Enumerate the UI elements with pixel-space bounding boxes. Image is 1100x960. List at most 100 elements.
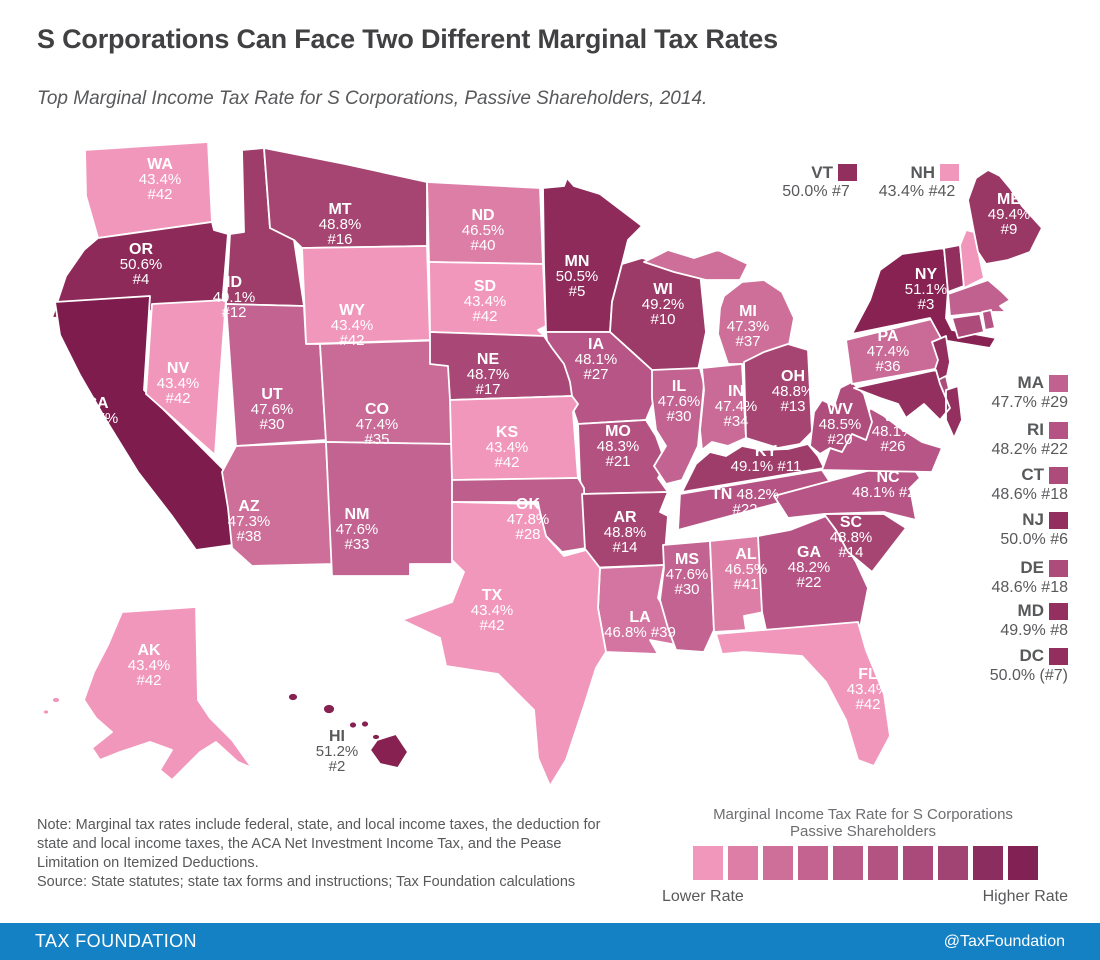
legend-swatch-10 xyxy=(1008,846,1038,880)
ri-swatch xyxy=(1049,421,1068,439)
nh-swatch xyxy=(940,164,959,181)
source-text: Source: State statutes; state tax forms … xyxy=(37,874,576,890)
legend-swatch-2 xyxy=(728,846,758,880)
label-ks: KS 43.4% #42 xyxy=(485,424,529,471)
label-il: IL 47.6% #30 xyxy=(657,378,701,425)
row-md: MD 49.9% #8 xyxy=(1000,601,1068,639)
state-ak-island xyxy=(51,696,61,704)
state-hi xyxy=(287,692,409,769)
row-ct: CT 48.6% #18 xyxy=(991,465,1068,503)
label-hi: HI 51.2% #2 xyxy=(315,728,359,775)
state-mi-upper xyxy=(643,249,749,281)
label-nv: NV 43.4% #42 xyxy=(156,360,200,407)
note-text: Note: Marginal tax rates include federal… xyxy=(37,817,601,871)
row-ri: RI 48.2% #22 xyxy=(991,420,1068,458)
legend-title: Marginal Income Tax Rate for S Corporati… xyxy=(713,806,1013,840)
brand-logo: TAX FOUNDATION xyxy=(35,931,197,951)
label-pa: PA 47.4% #36 xyxy=(866,328,910,375)
state-nv xyxy=(145,299,227,456)
state-ri xyxy=(981,309,996,331)
label-sc: SC 48.8% #14 xyxy=(829,514,873,561)
state-ak xyxy=(83,606,253,781)
page-subtitle: Top Marginal Income Tax Rate for S Corpo… xyxy=(37,88,708,109)
label-me: ME 49.4% #9 xyxy=(987,191,1031,238)
label-fl: FL 43.4% #42 xyxy=(846,666,890,713)
label-az: AZ 47.3% #38 xyxy=(227,498,271,545)
label-ca: CA 52.7% #1 xyxy=(75,395,119,442)
legend-lower-label: Lower Rate xyxy=(662,888,744,905)
state-tx xyxy=(401,501,607,787)
label-mi: MI 47.3% #37 xyxy=(726,303,770,350)
label-tx: TX 43.4% #42 xyxy=(470,587,514,634)
label-wv: WV 48.5% #20 xyxy=(818,401,862,448)
label-ne: NE 48.7% #17 xyxy=(466,351,510,398)
state-me xyxy=(967,169,1043,265)
footer-bar: TAX FOUNDATION @TaxFoundation xyxy=(0,923,1100,960)
row-nj: NJ 50.0% #6 xyxy=(1000,510,1068,548)
label-ar: AR 48.8% #14 xyxy=(603,509,647,556)
label-mn: MN 50.5% #5 xyxy=(555,253,599,300)
legend-swatch-9 xyxy=(973,846,1003,880)
label-oh: OH 48.8% #13 xyxy=(771,368,815,415)
state-ma xyxy=(947,279,1011,317)
state-ak-island xyxy=(42,708,50,716)
label-id: ID 49.1% #12 xyxy=(212,274,256,321)
label-ky: KY 49.1% #11 xyxy=(730,443,802,475)
legend-swatch-6 xyxy=(868,846,898,880)
row-ma: MA 47.7% #29 xyxy=(991,373,1068,411)
row-de: DE 48.6% #18 xyxy=(991,558,1068,596)
callout-vt: VT 50.0% #7 xyxy=(775,163,857,201)
state-in xyxy=(699,363,747,451)
twitter-handle: @TaxFoundation xyxy=(943,932,1065,950)
legend-color-scale xyxy=(693,846,1038,880)
label-la: LA 46.8% #39 xyxy=(604,609,676,641)
state-fl xyxy=(715,621,891,767)
label-wy: WY 43.4% #42 xyxy=(330,302,374,349)
label-va: VA 48.1% #26 xyxy=(871,408,915,455)
label-ok: OK 47.8% #28 xyxy=(506,496,550,543)
legend-higher-label: Higher Rate xyxy=(982,888,1068,905)
state-ct xyxy=(951,313,985,339)
state-ca xyxy=(54,295,233,551)
label-ga: GA 48.2% #22 xyxy=(787,544,831,591)
label-mt: MT 48.8% #16 xyxy=(318,201,362,248)
label-nm: NM 47.6% #33 xyxy=(335,506,379,553)
state-ne xyxy=(429,331,573,401)
label-or: OR 50.6% #4 xyxy=(119,241,163,288)
callout-nh: NH 43.4% #42 xyxy=(875,163,959,201)
de-swatch xyxy=(1049,559,1068,577)
state-ky xyxy=(681,443,825,493)
label-mo: MO 48.3% #21 xyxy=(596,423,640,470)
vt-swatch xyxy=(838,164,857,181)
dc-swatch xyxy=(1049,647,1068,665)
ma-swatch xyxy=(1049,374,1068,392)
label-tn: TN 48.2% #22 xyxy=(710,486,780,518)
label-al: AL 46.5% #41 xyxy=(724,546,768,593)
label-ny: NY 51.1% #3 xyxy=(904,266,948,313)
legend-swatch-7 xyxy=(903,846,933,880)
label-ia: IA 48.1% #27 xyxy=(574,336,618,383)
state-wv xyxy=(809,381,873,455)
label-ak: AK 43.4% #42 xyxy=(127,642,171,689)
state-ga xyxy=(757,515,869,633)
label-ms: MS 47.6% #30 xyxy=(665,551,709,598)
state-sc xyxy=(823,513,907,573)
label-nd: ND 46.5% #40 xyxy=(461,207,505,254)
label-co: CO 47.4% #35 xyxy=(355,401,399,448)
row-dc: DC 50.0% (#7) xyxy=(989,646,1068,684)
state-md xyxy=(853,369,963,439)
label-in: IN 47.4% #34 xyxy=(714,383,758,430)
legend-swatch-1 xyxy=(693,846,723,880)
label-nc: NC 48.1% #25 xyxy=(852,469,924,501)
label-ut: UT 47.6% #30 xyxy=(250,386,294,433)
legend-swatch-8 xyxy=(938,846,968,880)
legend-swatch-4 xyxy=(798,846,828,880)
label-wi: WI 49.2% #10 xyxy=(641,281,685,328)
ct-swatch xyxy=(1049,466,1068,484)
note-block: Note: Marginal tax rates include federal… xyxy=(37,816,602,892)
nj-swatch xyxy=(1049,511,1068,529)
legend-swatch-3 xyxy=(763,846,793,880)
label-sd: SD 43.4% #42 xyxy=(463,278,507,325)
